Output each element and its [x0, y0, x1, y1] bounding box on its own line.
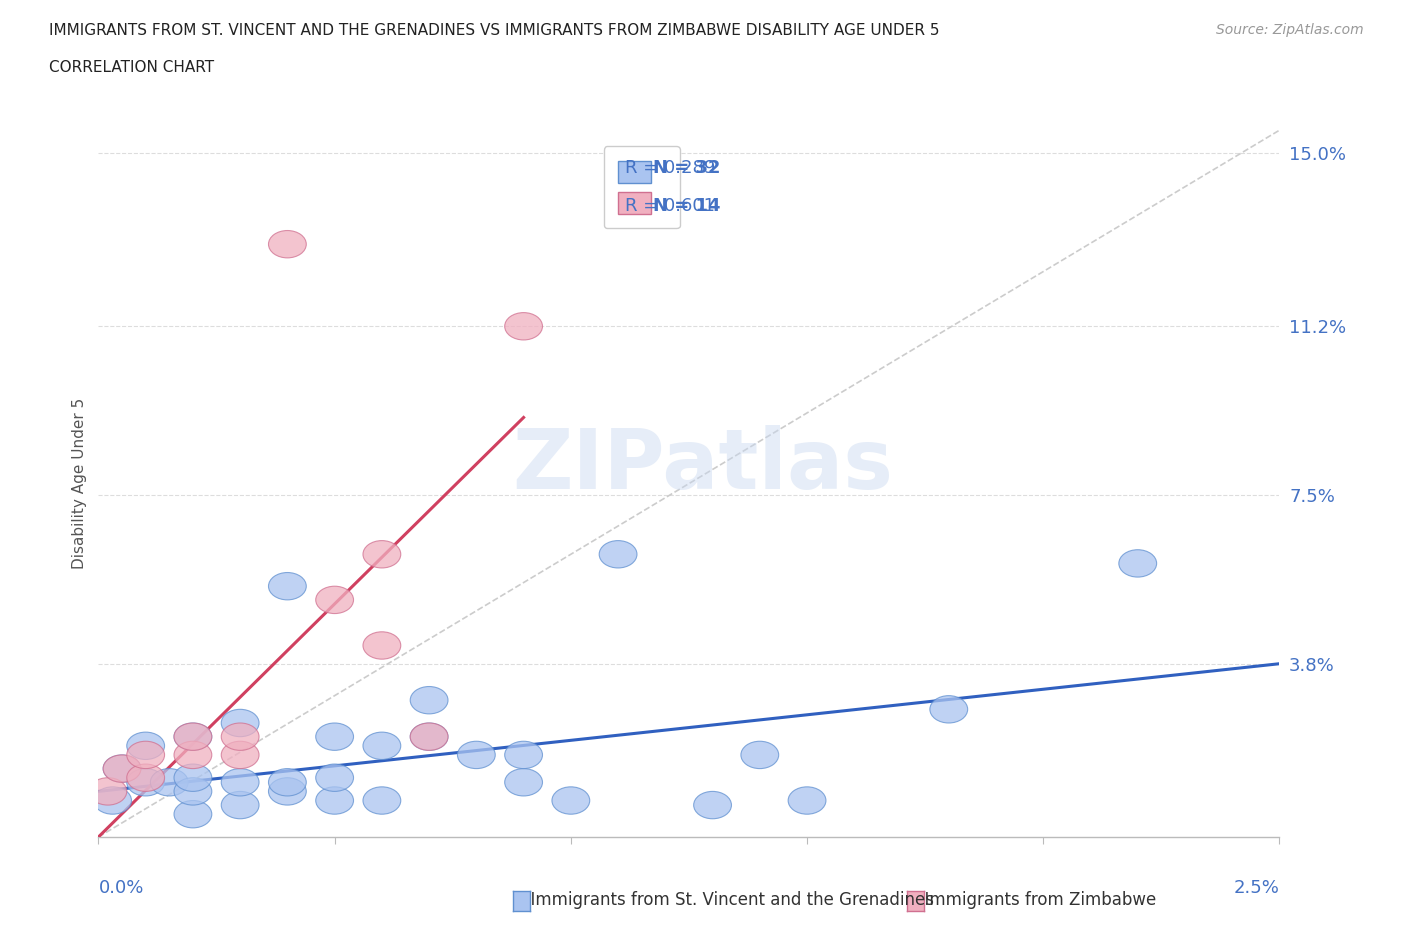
Ellipse shape: [174, 723, 212, 751]
Ellipse shape: [103, 755, 141, 782]
Ellipse shape: [505, 768, 543, 796]
Ellipse shape: [505, 312, 543, 340]
Ellipse shape: [127, 764, 165, 791]
Text: Source: ZipAtlas.com: Source: ZipAtlas.com: [1216, 23, 1364, 37]
Ellipse shape: [174, 741, 212, 768]
Ellipse shape: [1119, 550, 1157, 578]
Ellipse shape: [693, 791, 731, 818]
Text: CORRELATION CHART: CORRELATION CHART: [49, 60, 214, 75]
Ellipse shape: [316, 787, 353, 814]
Ellipse shape: [221, 741, 259, 768]
Ellipse shape: [127, 732, 165, 760]
Ellipse shape: [929, 696, 967, 723]
Text: ZIPatlas: ZIPatlas: [513, 424, 893, 506]
Text: Immigrants from St. Vincent and the Grenadines: Immigrants from St. Vincent and the Gren…: [520, 891, 934, 910]
Ellipse shape: [599, 540, 637, 568]
Ellipse shape: [221, 791, 259, 818]
Ellipse shape: [553, 787, 589, 814]
Legend: , : ,: [603, 146, 679, 228]
Ellipse shape: [363, 540, 401, 568]
Text: 0.0%: 0.0%: [98, 879, 143, 897]
Text: N = 14: N = 14: [652, 197, 720, 215]
Ellipse shape: [221, 723, 259, 751]
Ellipse shape: [741, 741, 779, 768]
Text: Immigrants from Zimbabwe: Immigrants from Zimbabwe: [914, 891, 1156, 910]
Ellipse shape: [411, 686, 449, 714]
Ellipse shape: [269, 768, 307, 796]
Ellipse shape: [316, 764, 353, 791]
Ellipse shape: [505, 741, 543, 768]
Ellipse shape: [363, 787, 401, 814]
Ellipse shape: [221, 710, 259, 737]
Ellipse shape: [269, 777, 307, 805]
Ellipse shape: [174, 801, 212, 828]
Ellipse shape: [316, 723, 353, 751]
Ellipse shape: [363, 631, 401, 659]
Ellipse shape: [269, 231, 307, 258]
Ellipse shape: [411, 723, 449, 751]
Ellipse shape: [89, 777, 127, 805]
Text: IMMIGRANTS FROM ST. VINCENT AND THE GRENADINES VS IMMIGRANTS FROM ZIMBABWE DISAB: IMMIGRANTS FROM ST. VINCENT AND THE GREN…: [49, 23, 939, 38]
Ellipse shape: [221, 768, 259, 796]
Text: 2.5%: 2.5%: [1233, 879, 1279, 897]
Ellipse shape: [127, 768, 165, 796]
Ellipse shape: [269, 573, 307, 600]
Text: R = 0.289: R = 0.289: [626, 159, 716, 178]
Ellipse shape: [316, 586, 353, 614]
Ellipse shape: [174, 764, 212, 791]
Text: R = 0.601: R = 0.601: [626, 197, 716, 215]
Ellipse shape: [174, 723, 212, 751]
Ellipse shape: [457, 741, 495, 768]
Ellipse shape: [411, 723, 449, 751]
Text: N = 32: N = 32: [652, 159, 720, 178]
Ellipse shape: [789, 787, 825, 814]
Ellipse shape: [150, 768, 188, 796]
Ellipse shape: [103, 755, 141, 782]
Ellipse shape: [174, 777, 212, 805]
Ellipse shape: [363, 732, 401, 760]
Y-axis label: Disability Age Under 5: Disability Age Under 5: [72, 398, 87, 569]
Ellipse shape: [127, 741, 165, 768]
Ellipse shape: [94, 787, 132, 814]
